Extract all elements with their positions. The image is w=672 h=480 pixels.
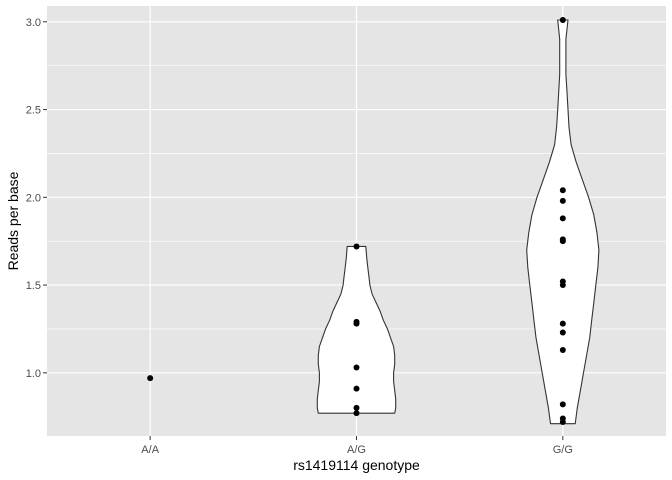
x-axis-title: rs1419114 genotype: [293, 457, 420, 473]
y-axis-ticks: 1.0 1.5 2.0 2.5 3.0: [26, 17, 47, 380]
data-point: [353, 364, 360, 371]
data-point: [147, 375, 154, 382]
data-points: [147, 17, 566, 425]
y-axis-title: Reads per base: [5, 171, 21, 270]
data-point: [559, 401, 566, 408]
violins: [316, 19, 600, 425]
data-point: [559, 197, 566, 204]
y-tick-label: 2.5: [26, 105, 41, 117]
data-point: [559, 320, 566, 327]
data-point: [559, 17, 566, 24]
data-point: [559, 329, 566, 336]
data-point: [559, 215, 566, 222]
data-point: [353, 243, 360, 250]
violin-ag: [316, 245, 397, 414]
y-tick-label: 1.0: [26, 368, 41, 380]
x-axis-ticks: A/A A/G G/G: [141, 436, 573, 456]
data-point: [559, 347, 566, 353]
y-tick-label: 1.5: [26, 280, 41, 292]
y-tick-label: 3.0: [26, 17, 41, 29]
x-tick-label: A/A: [141, 444, 159, 456]
x-tick-label: A/G: [347, 444, 366, 456]
data-point: [559, 418, 566, 425]
data-point: [559, 282, 566, 289]
data-point: [559, 238, 566, 245]
data-point: [353, 410, 360, 417]
y-tick-label: 2.0: [26, 192, 41, 204]
x-tick-label: G/G: [553, 444, 573, 456]
data-point: [353, 385, 360, 392]
data-point: [353, 404, 360, 411]
data-point: [559, 187, 566, 194]
data-point: [353, 320, 360, 327]
violin-gg: [526, 19, 600, 425]
